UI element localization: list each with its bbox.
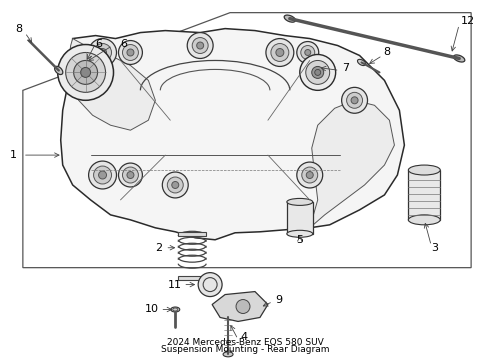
Ellipse shape <box>454 55 465 62</box>
Circle shape <box>306 60 330 84</box>
Circle shape <box>119 163 143 187</box>
Bar <box>178 232 206 236</box>
Circle shape <box>66 53 105 92</box>
Text: 9: 9 <box>275 294 282 305</box>
Circle shape <box>300 54 336 90</box>
Circle shape <box>351 97 358 104</box>
Circle shape <box>167 177 183 193</box>
Ellipse shape <box>54 66 63 75</box>
Ellipse shape <box>284 15 295 22</box>
Circle shape <box>94 44 112 62</box>
Text: Suspension Mounting - Rear Diagram: Suspension Mounting - Rear Diagram <box>161 345 329 354</box>
Circle shape <box>301 45 315 59</box>
Circle shape <box>122 167 138 183</box>
Circle shape <box>89 161 117 189</box>
Circle shape <box>74 60 98 84</box>
Circle shape <box>266 39 294 67</box>
Circle shape <box>306 171 313 179</box>
Circle shape <box>302 167 318 183</box>
Ellipse shape <box>408 165 440 175</box>
Bar <box>178 276 206 280</box>
Ellipse shape <box>358 59 366 66</box>
Circle shape <box>305 50 311 55</box>
Text: 1: 1 <box>10 150 17 160</box>
Circle shape <box>127 49 134 56</box>
Ellipse shape <box>287 230 313 237</box>
Circle shape <box>119 41 143 64</box>
Circle shape <box>276 49 284 57</box>
Circle shape <box>315 69 321 75</box>
Text: 12: 12 <box>461 15 475 26</box>
Text: 6: 6 <box>96 39 102 49</box>
Circle shape <box>98 49 106 57</box>
Polygon shape <box>61 28 404 240</box>
Circle shape <box>187 32 213 58</box>
Circle shape <box>127 171 134 179</box>
Bar <box>287 202 313 234</box>
Circle shape <box>271 44 289 62</box>
Circle shape <box>98 171 106 179</box>
Polygon shape <box>69 39 155 130</box>
Circle shape <box>346 92 363 108</box>
Text: 5: 5 <box>296 235 303 245</box>
Circle shape <box>162 172 188 198</box>
Text: 10: 10 <box>145 305 158 315</box>
Text: 8: 8 <box>384 48 391 58</box>
Text: 8: 8 <box>15 24 23 33</box>
Circle shape <box>342 87 368 113</box>
Circle shape <box>172 181 179 189</box>
Circle shape <box>312 67 324 78</box>
Circle shape <box>297 162 323 188</box>
Text: 11: 11 <box>168 280 182 289</box>
Circle shape <box>94 166 112 184</box>
Polygon shape <box>310 100 394 228</box>
Circle shape <box>198 273 222 297</box>
Polygon shape <box>212 292 268 321</box>
Bar <box>408 170 440 220</box>
Ellipse shape <box>287 198 313 206</box>
Circle shape <box>196 42 204 49</box>
Ellipse shape <box>223 352 233 357</box>
Circle shape <box>297 41 318 63</box>
Circle shape <box>122 45 138 60</box>
Ellipse shape <box>171 307 180 312</box>
Text: 2: 2 <box>155 243 162 253</box>
Text: 7: 7 <box>342 63 349 73</box>
Circle shape <box>236 300 250 314</box>
Text: 4: 4 <box>240 332 247 342</box>
Circle shape <box>58 45 114 100</box>
Circle shape <box>89 39 117 67</box>
Text: 2024 Mercedes-Benz EQS 580 SUV: 2024 Mercedes-Benz EQS 580 SUV <box>167 338 323 347</box>
Circle shape <box>192 37 208 54</box>
Text: 3: 3 <box>431 243 438 253</box>
Text: 6: 6 <box>121 39 127 49</box>
Ellipse shape <box>408 215 440 225</box>
Circle shape <box>81 67 91 77</box>
